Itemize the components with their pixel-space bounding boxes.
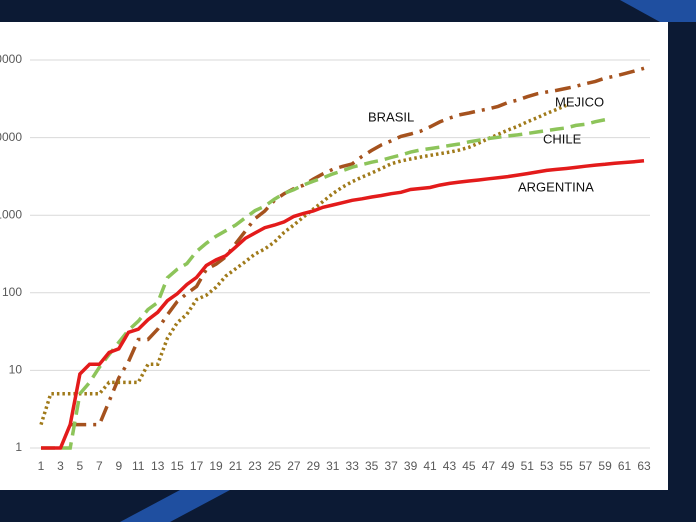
x-tick-label: 35 (365, 459, 379, 473)
x-tick-label: 51 (521, 459, 535, 473)
series-label: ARGENTINA (518, 179, 594, 194)
x-tick-label: 1 (38, 459, 45, 473)
x-tick-label: 11 (132, 459, 145, 473)
x-tick-label: 27 (287, 459, 301, 473)
x-tick-label: 61 (618, 459, 632, 473)
series-label: MEJICO (555, 94, 604, 109)
x-tick-label: 45 (462, 459, 476, 473)
x-tick-label: 19 (209, 459, 223, 473)
x-tick-label: 39 (404, 459, 418, 473)
y-tick-label: 10 (9, 363, 23, 377)
x-tick-label: 23 (248, 459, 262, 473)
x-tick-label: 25 (268, 459, 282, 473)
series-line (41, 159, 645, 450)
chart-panel (0, 22, 668, 490)
series-label: CHILE (543, 131, 582, 146)
x-tick-label: 29 (307, 459, 321, 473)
series-line (39, 103, 567, 426)
decor (620, 0, 696, 22)
x-tick-label: 3 (57, 459, 64, 473)
x-tick-label: 15 (170, 459, 184, 473)
x-tick-label: 21 (229, 459, 243, 473)
decor (120, 490, 230, 522)
x-tick-label: 33 (346, 459, 360, 473)
x-tick-label: 37 (384, 459, 398, 473)
x-tick-label: 55 (560, 459, 574, 473)
x-tick-label: 31 (326, 459, 340, 473)
x-tick-label: 41 (423, 459, 437, 473)
x-tick-label: 5 (77, 459, 84, 473)
x-tick-label: 47 (482, 459, 496, 473)
series-line (41, 117, 606, 450)
x-tick-label: 49 (501, 459, 515, 473)
x-tick-label: 59 (598, 459, 612, 473)
series-label: BRASIL (368, 109, 414, 124)
x-tick-label: 13 (151, 459, 165, 473)
y-tick-label: 100 (2, 285, 22, 299)
x-tick-label: 9 (115, 459, 122, 473)
y-tick-label: 1 (15, 440, 22, 454)
x-tick-label: 17 (190, 459, 204, 473)
x-tick-label: 53 (540, 459, 554, 473)
x-tick-label: 7 (96, 459, 103, 473)
x-tick-label: 63 (637, 459, 651, 473)
x-tick-label: 57 (579, 459, 593, 473)
x-tick-label: 43 (443, 459, 457, 473)
